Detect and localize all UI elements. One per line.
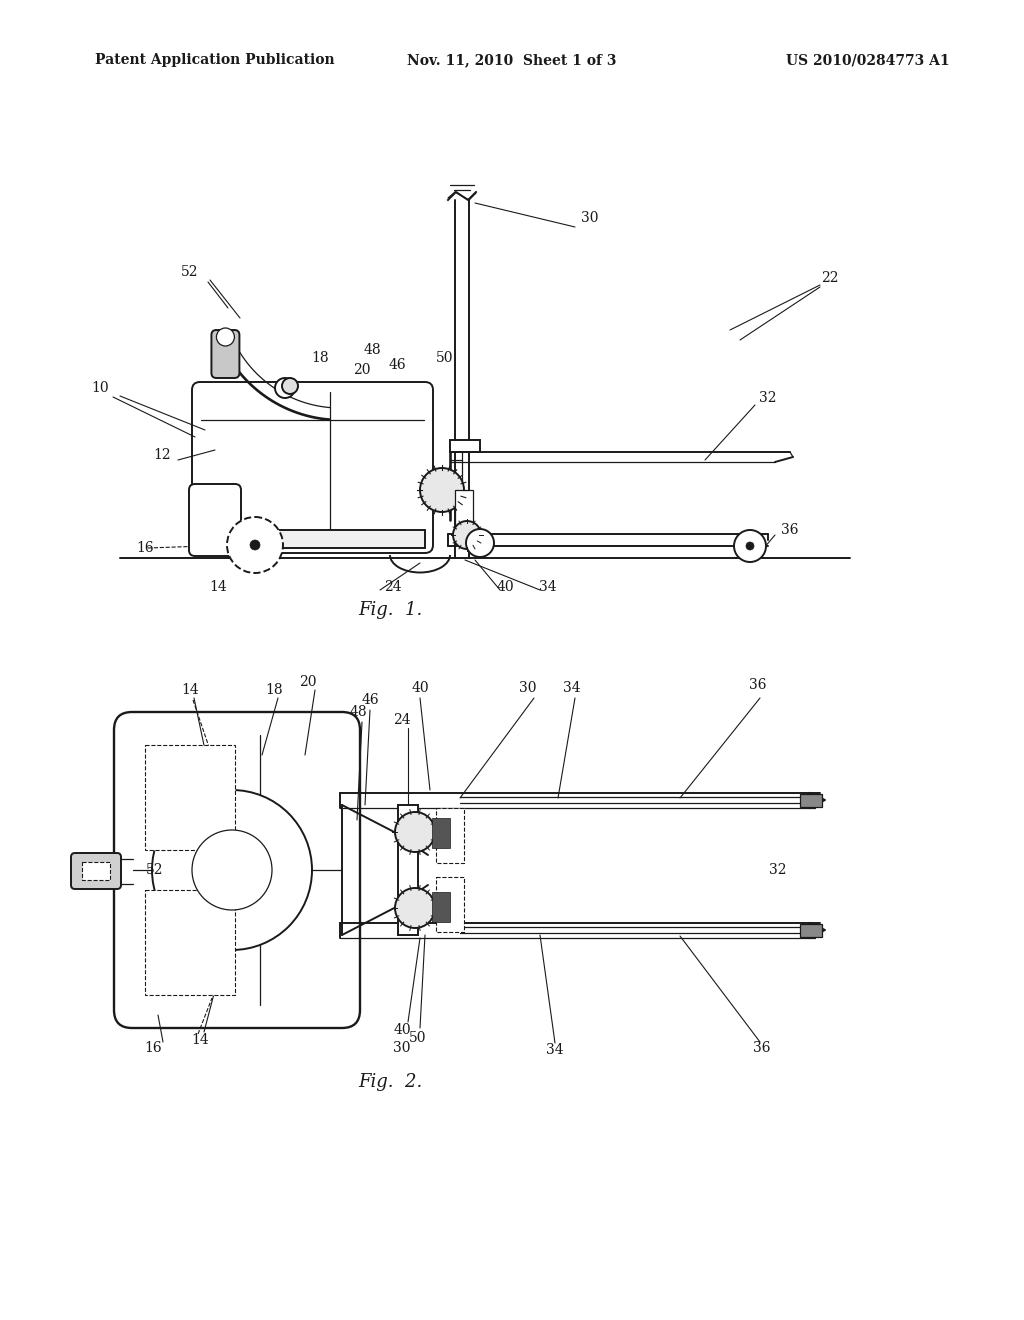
Text: Patent Application Publication: Patent Application Publication <box>95 53 335 67</box>
Text: 16: 16 <box>136 541 154 554</box>
Text: 10: 10 <box>91 381 109 395</box>
FancyBboxPatch shape <box>211 330 240 378</box>
Text: 34: 34 <box>540 579 557 594</box>
Text: 52: 52 <box>146 863 164 876</box>
Bar <box>800 924 822 937</box>
Text: 40: 40 <box>497 579 514 594</box>
FancyBboxPatch shape <box>193 381 433 553</box>
Circle shape <box>227 517 283 573</box>
Circle shape <box>250 540 260 550</box>
Circle shape <box>453 521 481 549</box>
Text: 48: 48 <box>349 705 367 719</box>
Bar <box>800 795 822 807</box>
Bar <box>455 490 473 543</box>
Text: 24: 24 <box>393 713 411 727</box>
Bar <box>145 890 234 995</box>
Circle shape <box>275 378 295 399</box>
Text: 46: 46 <box>388 358 406 372</box>
Bar <box>200 531 425 548</box>
FancyBboxPatch shape <box>71 853 121 888</box>
Bar <box>436 876 464 932</box>
Text: 20: 20 <box>299 675 316 689</box>
Bar <box>82 862 110 880</box>
Text: 32: 32 <box>759 391 777 405</box>
Circle shape <box>193 830 272 909</box>
Text: 34: 34 <box>546 1043 564 1057</box>
Circle shape <box>152 789 312 950</box>
Text: Fig.  1.: Fig. 1. <box>357 601 422 619</box>
Text: US 2010/0284773 A1: US 2010/0284773 A1 <box>786 53 950 67</box>
Text: 14: 14 <box>181 682 199 697</box>
Text: 40: 40 <box>412 681 429 696</box>
Text: 48: 48 <box>364 343 381 356</box>
Text: 18: 18 <box>265 682 283 697</box>
Circle shape <box>734 531 766 562</box>
FancyBboxPatch shape <box>189 484 241 556</box>
Circle shape <box>466 529 494 557</box>
Text: Nov. 11, 2010  Sheet 1 of 3: Nov. 11, 2010 Sheet 1 of 3 <box>408 53 616 67</box>
Text: 36: 36 <box>750 678 767 692</box>
Circle shape <box>282 378 298 393</box>
Bar <box>450 440 480 451</box>
Text: 20: 20 <box>353 363 371 378</box>
Text: 34: 34 <box>563 681 581 696</box>
Text: 14: 14 <box>191 1034 209 1047</box>
Text: 18: 18 <box>311 351 329 366</box>
Text: 52: 52 <box>181 265 199 279</box>
Text: 50: 50 <box>436 351 454 366</box>
FancyBboxPatch shape <box>114 711 360 1028</box>
Circle shape <box>746 543 754 550</box>
Bar <box>432 892 450 921</box>
Text: 30: 30 <box>519 681 537 696</box>
Bar <box>145 744 234 850</box>
Text: 14: 14 <box>209 579 227 594</box>
Bar <box>398 805 418 935</box>
Text: 22: 22 <box>821 271 839 285</box>
Text: 32: 32 <box>769 863 786 876</box>
Text: 24: 24 <box>384 579 401 594</box>
Circle shape <box>420 469 464 512</box>
Text: Fig.  2.: Fig. 2. <box>357 1073 422 1092</box>
Text: 36: 36 <box>781 523 799 537</box>
Text: 30: 30 <box>582 211 599 224</box>
Circle shape <box>216 327 234 346</box>
Text: 40: 40 <box>393 1023 411 1038</box>
Text: 50: 50 <box>410 1031 427 1045</box>
Text: 12: 12 <box>154 447 171 462</box>
Bar <box>432 818 450 847</box>
Circle shape <box>395 812 435 851</box>
Bar <box>436 808 464 863</box>
Text: 46: 46 <box>361 693 379 708</box>
Text: 16: 16 <box>144 1041 162 1055</box>
Text: 30: 30 <box>393 1041 411 1055</box>
Circle shape <box>395 888 435 928</box>
Text: 36: 36 <box>754 1041 771 1055</box>
